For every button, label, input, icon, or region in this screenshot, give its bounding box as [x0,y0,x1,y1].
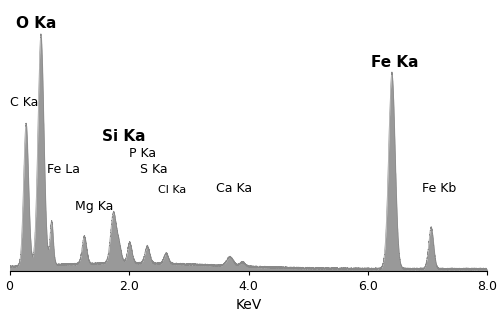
X-axis label: KeV: KeV [235,299,262,313]
Text: Ca Ka: Ca Ka [216,182,252,195]
Text: Fe La: Fe La [47,163,79,176]
Text: P Ka: P Ka [129,147,156,160]
Text: S Ka: S Ka [140,163,167,176]
Text: Si Ka: Si Ka [102,129,146,144]
Text: C Ka: C Ka [10,96,39,109]
Text: O Ka: O Ka [16,16,56,31]
Text: Fe Ka: Fe Ka [371,55,418,70]
Text: Fe Kb: Fe Kb [422,182,456,195]
Text: Cl Ka: Cl Ka [158,185,186,195]
Text: Mg Ka: Mg Ka [75,200,114,213]
